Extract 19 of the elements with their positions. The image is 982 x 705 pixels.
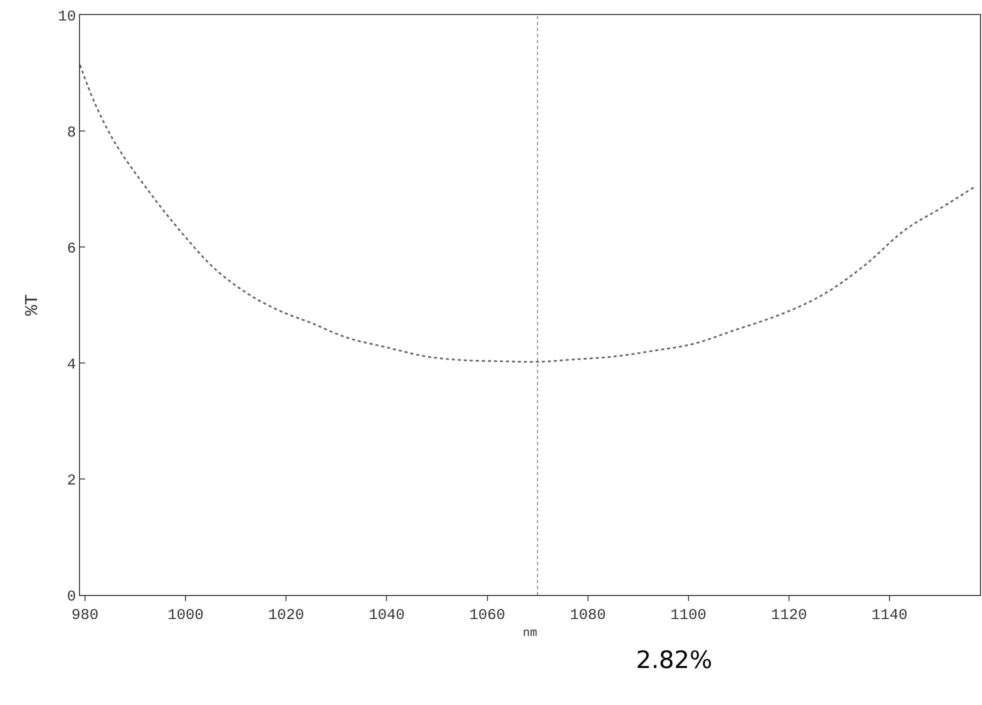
- y-axis-title: %T: [23, 294, 44, 316]
- y-tick-label: 10: [58, 8, 76, 26]
- x-axis-title: nm: [522, 626, 538, 640]
- x-tick-label: 1020: [268, 607, 304, 624]
- x-tick-label: 1060: [469, 607, 506, 624]
- y-tick-label: 4: [66, 356, 76, 374]
- y-tick-label: 2: [66, 472, 76, 490]
- x-tick-label: 1140: [871, 607, 908, 624]
- y-tick-label: 6: [66, 240, 76, 258]
- line-series: [80, 64, 976, 363]
- x-tick-label: 1120: [770, 607, 807, 624]
- x-tick-label: 1080: [570, 607, 606, 624]
- y-tick-label: 0: [66, 588, 76, 606]
- text: 2.82%: [636, 646, 712, 674]
- x-tick-label: 1100: [670, 607, 706, 624]
- y-tick-label: 8: [66, 124, 76, 142]
- x-tick-label: 1000: [168, 607, 204, 624]
- x-tick-label: 980: [72, 607, 99, 624]
- x-tick-label: 1040: [368, 607, 405, 624]
